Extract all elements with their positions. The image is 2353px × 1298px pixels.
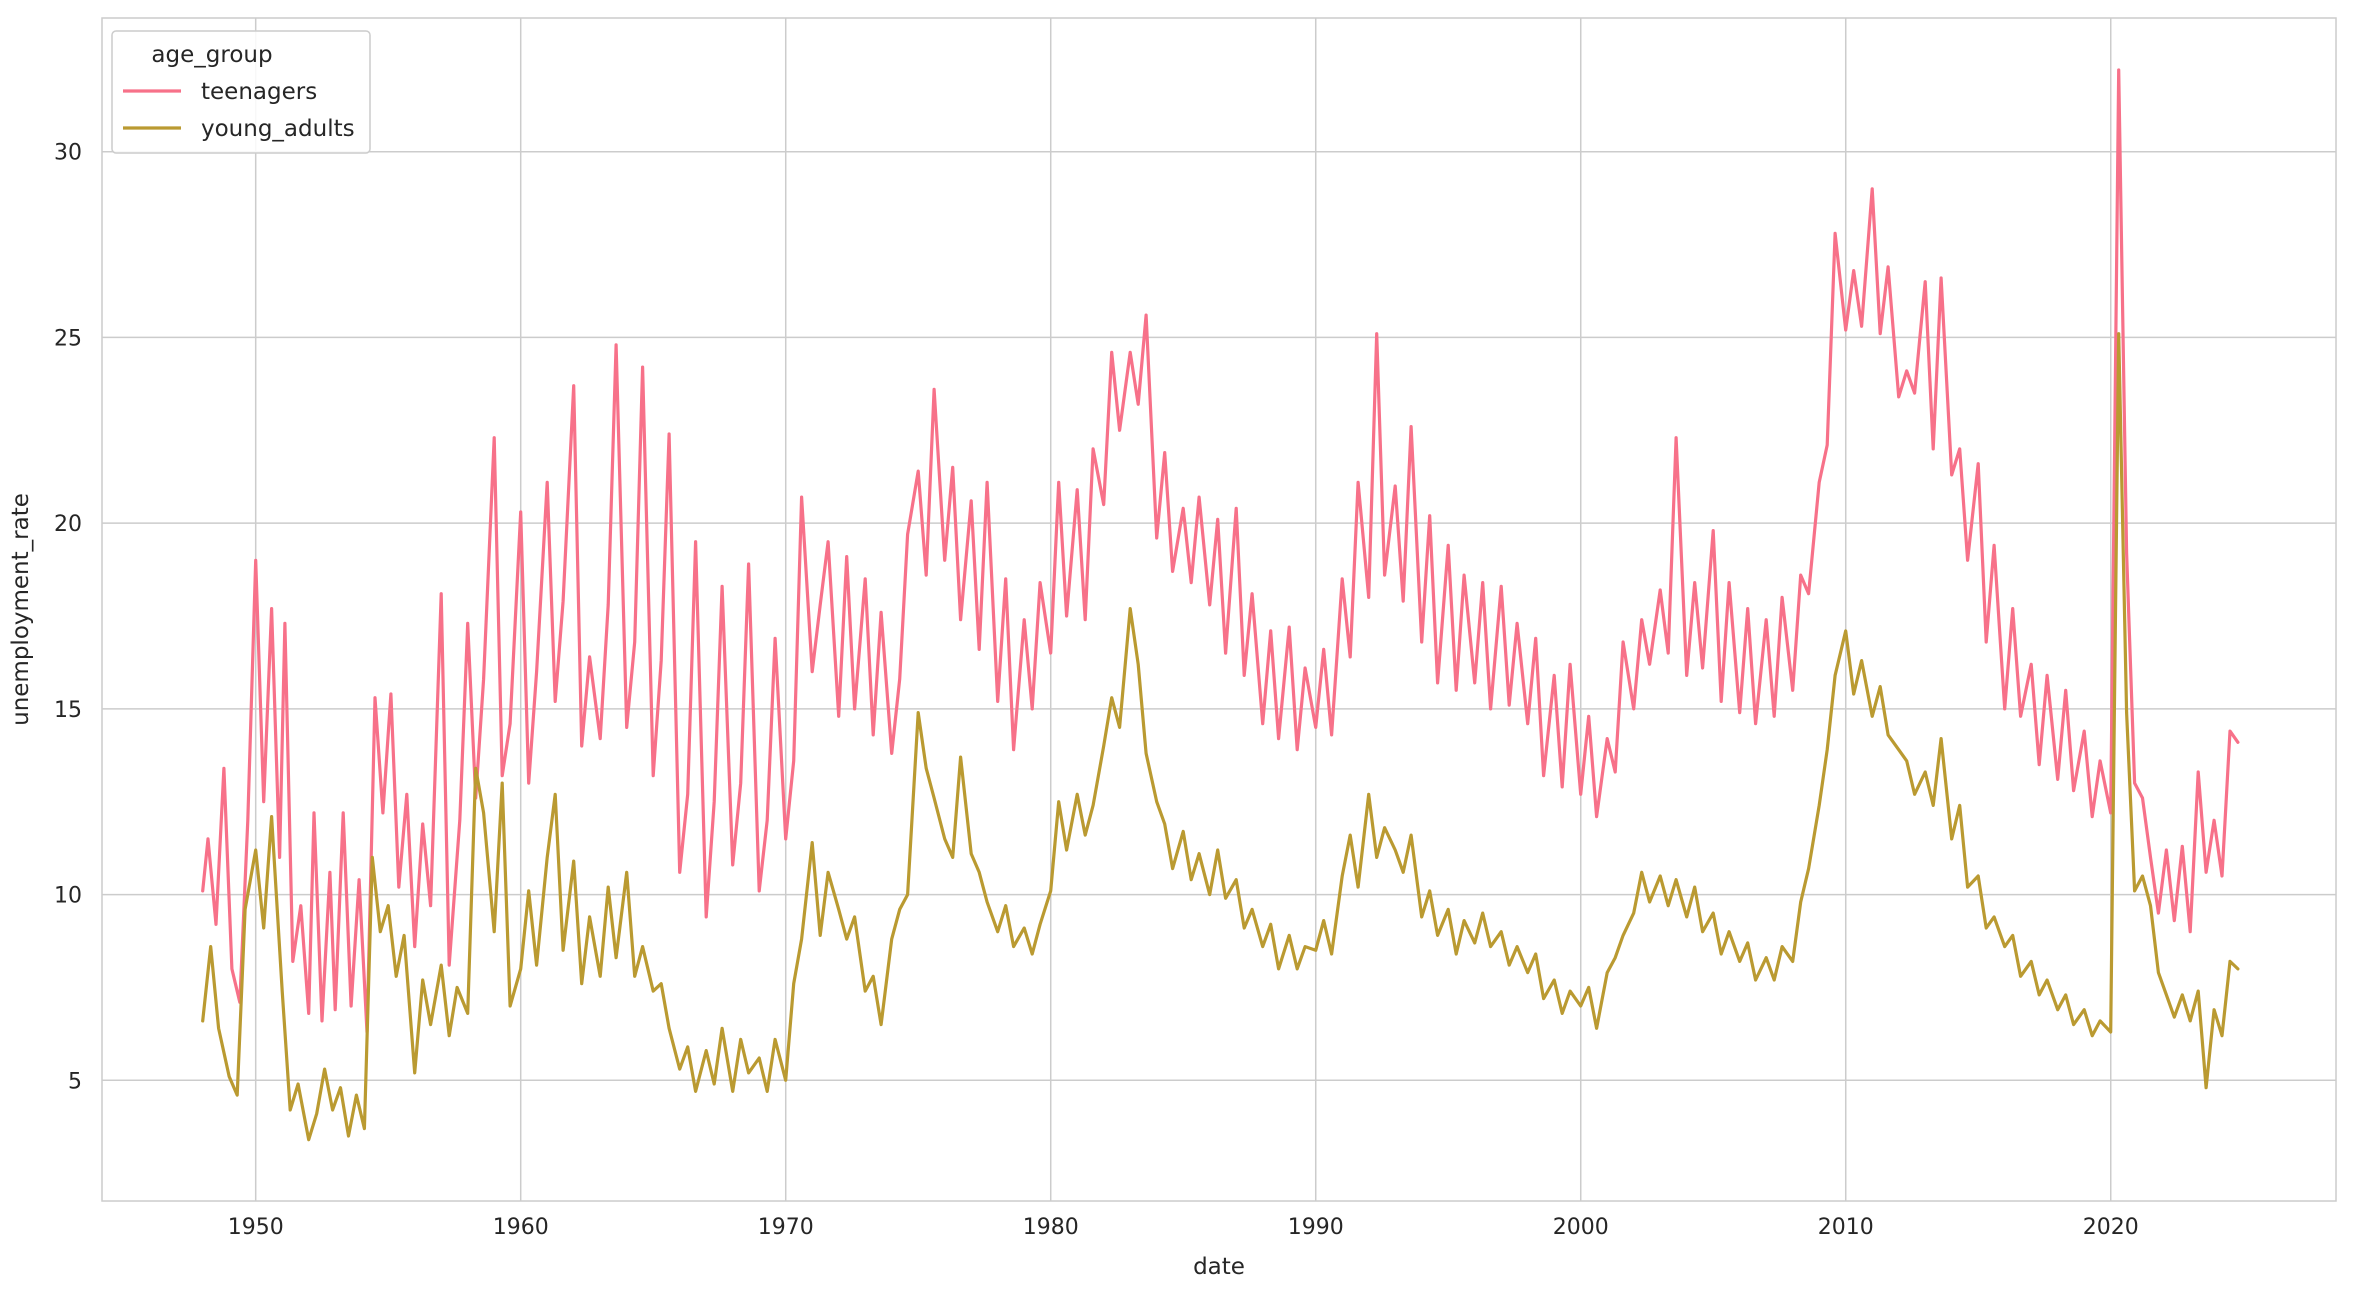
x-tick-label: 2010 xyxy=(1818,1215,1874,1240)
x-tick-label: 2020 xyxy=(2083,1215,2139,1240)
legend: age_group teenagers young_adults xyxy=(111,30,371,154)
x-tick-label: 1980 xyxy=(1023,1215,1079,1240)
legend-label-teenagers: teenagers xyxy=(201,79,317,105)
y-tick-label: 25 xyxy=(54,326,82,351)
x-axis-title: date xyxy=(1193,1254,1245,1280)
y-axis-title: unemployment_rate xyxy=(8,493,34,726)
y-tick-label: 15 xyxy=(54,698,82,723)
series-line-teenagers xyxy=(201,68,2240,1034)
y-tick-label: 20 xyxy=(54,512,82,537)
legend-label-young_adults: young_adults xyxy=(201,116,355,142)
legend-box xyxy=(111,30,371,154)
y-axis: 5 10 15 20 25 30 xyxy=(54,141,82,1095)
legend-title: age_group xyxy=(151,42,272,68)
y-tick-label: 10 xyxy=(54,884,82,909)
series-line-young_adults xyxy=(201,332,2240,1142)
y-tick-label: 5 xyxy=(68,1069,82,1094)
x-tick-label: 1950 xyxy=(228,1215,284,1240)
y-tick-label: 30 xyxy=(54,141,82,166)
series-layer xyxy=(201,68,2240,1142)
x-axis: 1950 1960 1970 1980 1990 2000 2010 2020 xyxy=(228,1215,2139,1240)
plot-frame xyxy=(101,17,2337,1202)
x-tick-label: 2000 xyxy=(1553,1215,1609,1240)
grid xyxy=(102,18,2336,1201)
x-tick-label: 1970 xyxy=(758,1215,814,1240)
legend-items: teenagers young_adults xyxy=(123,79,355,142)
x-tick-label: 1990 xyxy=(1288,1215,1344,1240)
x-tick-label: 1960 xyxy=(493,1215,549,1240)
